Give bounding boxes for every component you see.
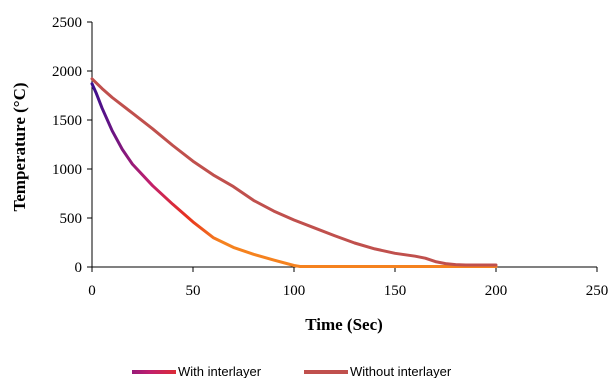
legend-swatch-with-interlayer (132, 370, 176, 374)
y-tick-label: 1500 (52, 113, 82, 129)
y-axis-ticks: 0 500 1000 1500 2000 2500 (52, 15, 92, 276)
series-line-with-interlayer (90, 82, 498, 268)
y-tick-label: 2000 (52, 64, 82, 80)
legend-swatch-without-interlayer (304, 370, 348, 374)
x-tick-label: 100 (283, 283, 306, 299)
legend: With interlayer Without interlayer (132, 364, 452, 378)
x-tick-label: 200 (485, 283, 508, 299)
x-tick-label: 250 (586, 283, 609, 299)
y-tick-label: 2500 (52, 15, 82, 31)
x-tick-label: 50 (186, 283, 201, 299)
legend-label-without-interlayer: Without interlayer (350, 364, 452, 378)
y-axis-title: Temperature (°C) (10, 82, 29, 211)
y-tick-label: 0 (75, 260, 83, 276)
x-axis-title: Time (Sec) (305, 315, 383, 334)
y-tick-label: 500 (60, 211, 83, 227)
series-layer (90, 77, 498, 268)
legend-label-with-interlayer: With interlayer (178, 364, 262, 378)
x-tick-label: 0 (88, 283, 96, 299)
x-axis-ticks: 0 50 100 150 200 250 (88, 267, 608, 299)
x-tick-label: 150 (384, 283, 407, 299)
series-line-without-interlayer (90, 77, 498, 267)
y-tick-label: 1000 (52, 162, 82, 178)
